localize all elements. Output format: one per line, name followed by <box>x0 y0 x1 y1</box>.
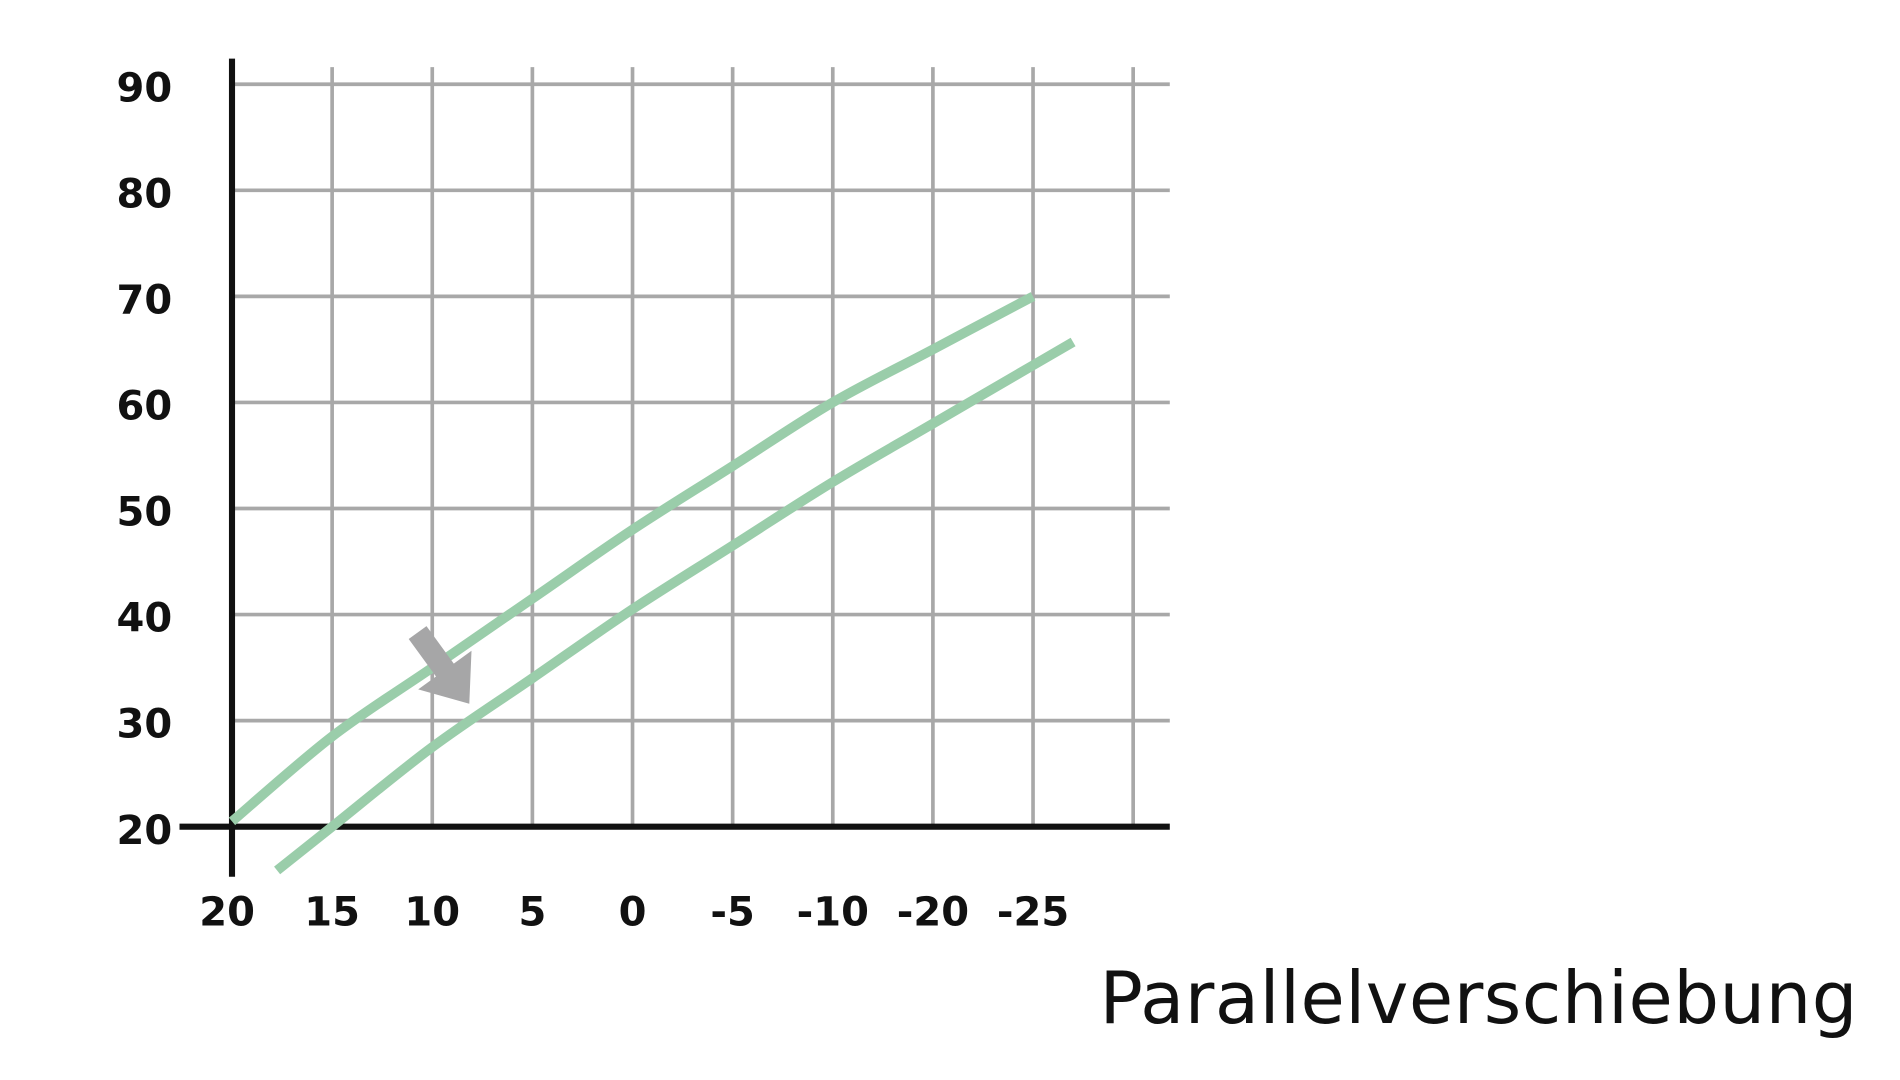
x-tick-label: 5 <box>518 890 546 936</box>
grid <box>232 67 1170 827</box>
x-tick-label: -20 <box>897 890 969 936</box>
series-line-2 <box>274 337 1076 875</box>
x-tick-label: 15 <box>304 890 360 936</box>
down-right-arrow-icon <box>408 626 472 704</box>
x-tick-label: 10 <box>404 890 460 936</box>
series-line-1 <box>228 292 1036 826</box>
y-tick-label: 60 <box>117 384 173 430</box>
shift-arrow <box>408 626 472 704</box>
x-tick-label: -5 <box>710 890 754 936</box>
caption-label: Parallelverschiebung <box>1099 956 1858 1040</box>
y-tick-label: 20 <box>117 808 173 854</box>
x-tick-label: 0 <box>619 890 647 936</box>
y-tick-label: 30 <box>117 702 173 748</box>
x-tick-label: -10 <box>797 890 869 936</box>
y-tick-label: 70 <box>117 277 173 323</box>
axes <box>179 58 1170 877</box>
y-tick-label: 40 <box>117 596 173 642</box>
y-tick-label: 80 <box>117 171 173 217</box>
y-tick-label: 90 <box>117 65 173 111</box>
curves <box>228 292 1076 875</box>
x-tick-label: 20 <box>199 890 255 936</box>
x-tick-label: -25 <box>997 890 1069 936</box>
y-tick-label: 50 <box>117 490 173 536</box>
